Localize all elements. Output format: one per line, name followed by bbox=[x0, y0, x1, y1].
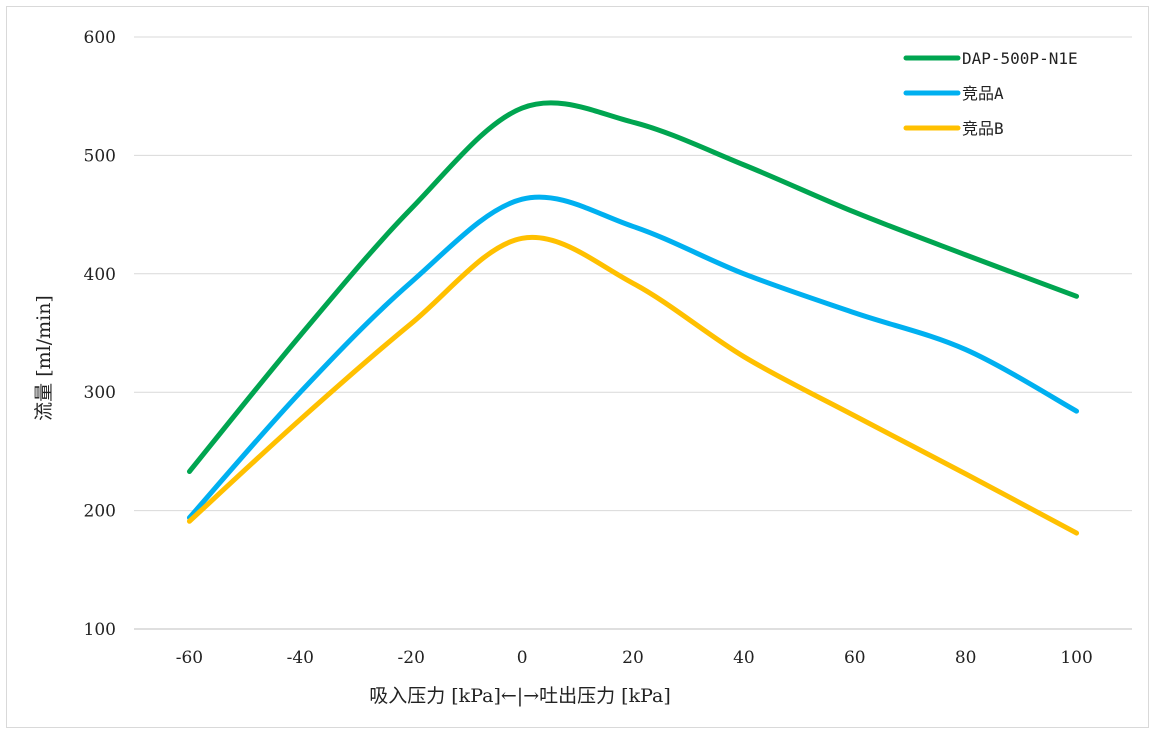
y-tick-label: 200 bbox=[84, 502, 116, 522]
x-tick-label: -20 bbox=[398, 648, 425, 668]
x-tick-label: 0 bbox=[517, 648, 528, 668]
x-axis-ticks: -60 -40 -20 0 20 40 60 80 100 bbox=[176, 648, 1093, 668]
y-tick-label: 600 bbox=[84, 28, 116, 48]
x-tick-label: -60 bbox=[176, 648, 203, 668]
y-tick-label: 400 bbox=[84, 265, 116, 285]
x-tick-label: 100 bbox=[1060, 648, 1092, 668]
x-tick-label: 20 bbox=[622, 648, 644, 668]
legend-label: DAP-500P-N1E bbox=[962, 49, 1078, 68]
legend-label: 竞品B bbox=[962, 119, 1004, 138]
y-tick-label: 300 bbox=[84, 383, 116, 403]
x-tick-label: 80 bbox=[955, 648, 977, 668]
x-tick-label: 40 bbox=[733, 648, 755, 668]
y-tick-label: 100 bbox=[84, 620, 116, 640]
x-tick-label: 60 bbox=[844, 648, 866, 668]
y-tick-label: 500 bbox=[84, 146, 116, 166]
y-axis-title: 流量 [ml/min] bbox=[33, 295, 55, 421]
x-axis-title: 吸入压力 [kPa]←|→吐出压力 [kPa] bbox=[369, 685, 671, 707]
x-tick-label: -40 bbox=[287, 648, 314, 668]
chart-frame bbox=[7, 7, 1149, 728]
legend-label: 竞品A bbox=[962, 84, 1004, 103]
